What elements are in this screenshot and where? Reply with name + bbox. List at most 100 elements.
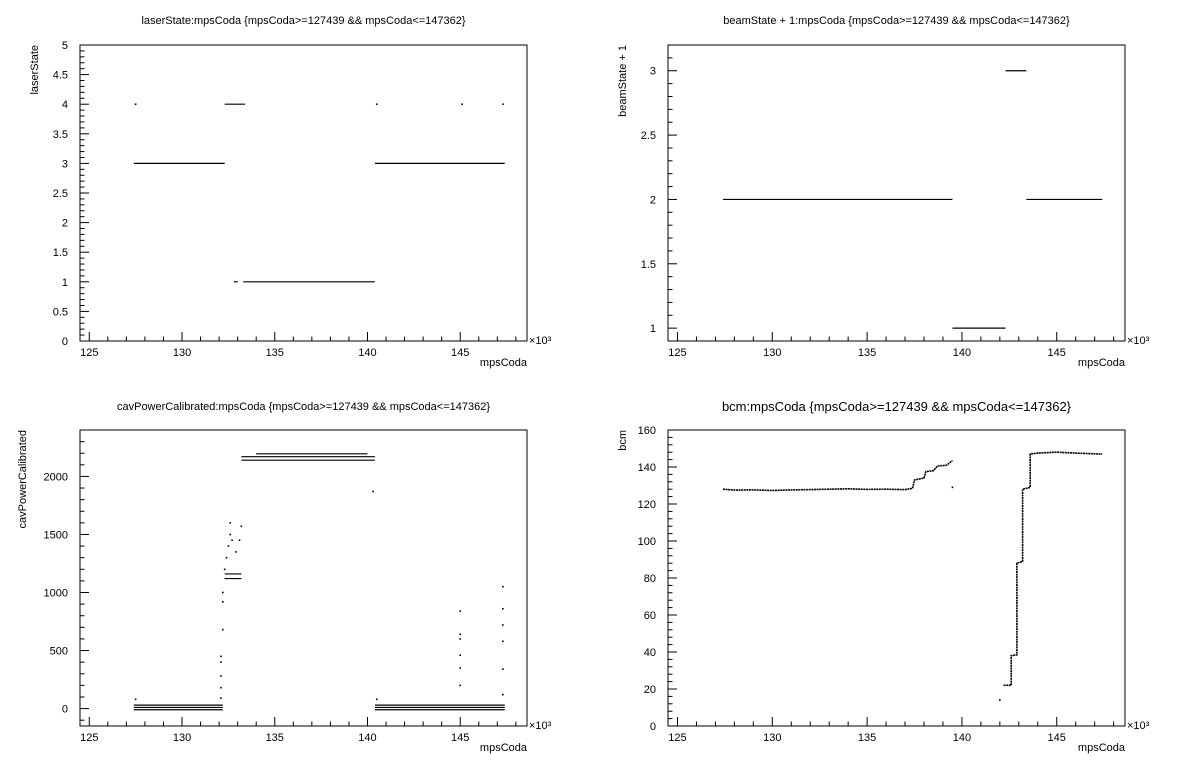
data-point (235, 551, 237, 553)
data-point (134, 103, 137, 105)
y-tick-label: 140 (638, 462, 656, 474)
data-point (231, 539, 233, 542)
data-point (229, 533, 232, 536)
x-tick-label: 130 (173, 732, 191, 744)
x-tick-label: 125 (668, 347, 686, 359)
y-tick-label: 0 (62, 336, 68, 348)
data-point (134, 698, 137, 701)
data-point (222, 591, 224, 594)
data-point (502, 585, 504, 588)
data-point (372, 490, 374, 493)
y-tick-label: 2 (650, 194, 656, 206)
x-axis-label: mpsCoda (480, 742, 528, 754)
data-point (220, 697, 222, 699)
plot-frame (79, 429, 528, 727)
y-tick-label: 80 (644, 573, 656, 585)
data-point (502, 640, 504, 643)
y-tick-label: 1.5 (641, 259, 656, 271)
x-multiplier-label: ×10³ (1127, 720, 1150, 732)
data-point (461, 103, 463, 105)
data-point (220, 655, 222, 658)
x-tick-label: 130 (763, 732, 781, 744)
x-tick-label: 130 (763, 347, 781, 359)
x-tick-label: 140 (358, 732, 376, 744)
data-point (223, 568, 226, 571)
y-tick-label: 1.5 (53, 247, 68, 259)
x-tick-label: 140 (953, 347, 971, 359)
data-trace (1003, 451, 1103, 687)
data-point (999, 699, 1001, 701)
chart-title: cavPowerCalibrated:mpsCoda {mpsCoda>=127… (117, 401, 490, 413)
chart-panel-4: bcm:mpsCoda {mpsCoda>=127439 && mpsCoda<… (617, 399, 1150, 754)
y-tick-label: 5 (62, 40, 68, 52)
y-tick-label: 2.5 (53, 188, 68, 200)
y-tick-label: 2000 (44, 471, 68, 483)
y-axis-label: bcm (617, 430, 629, 451)
data-point (459, 610, 462, 612)
data-point (951, 486, 954, 489)
chart-title: laserState:mpsCoda {mpsCoda>=127439 && m… (141, 15, 465, 27)
x-axis-label: mpsCoda (1078, 742, 1126, 754)
y-tick-label: 4.5 (53, 70, 68, 82)
x-tick-label: 125 (668, 732, 686, 744)
y-tick-label: 40 (644, 647, 656, 659)
x-multiplier-label: ×10³ (529, 720, 552, 732)
x-tick-label: 125 (80, 732, 98, 744)
x-tick-label: 125 (80, 347, 98, 359)
y-tick-label: 120 (638, 499, 656, 511)
chart-panel-2: beamState + 1:mpsCoda {mpsCoda>=127439 &… (617, 15, 1150, 369)
data-point (229, 522, 232, 524)
x-tick-label: 135 (858, 347, 876, 359)
data-point (227, 545, 230, 547)
y-tick-label: 4 (62, 99, 68, 111)
y-tick-label: 3 (62, 158, 68, 170)
y-tick-label: 60 (644, 610, 656, 622)
x-tick-label: 135 (266, 347, 284, 359)
x-multiplier-label: ×10³ (1127, 335, 1150, 347)
x-tick-label: 130 (173, 347, 191, 359)
x-tick-label: 145 (451, 732, 469, 744)
x-tick-label: 140 (953, 732, 971, 744)
chart-panel-1: laserState:mpsCoda {mpsCoda>=127439 && m… (29, 15, 552, 369)
data-point (459, 667, 462, 669)
data-point (502, 693, 504, 696)
data-point (225, 556, 228, 559)
data-point (220, 661, 222, 663)
x-tick-label: 135 (266, 732, 284, 744)
y-tick-label: 0 (62, 704, 68, 716)
data-point (375, 103, 378, 105)
y-axis-label: laserState (29, 45, 41, 95)
data-point (222, 628, 224, 631)
chart-title: beamState + 1:mpsCoda {mpsCoda>=127439 &… (723, 15, 1070, 27)
data-point (222, 600, 224, 603)
data-point (459, 654, 462, 656)
data-point (375, 698, 378, 701)
y-axis-label: cavPowerCalibrated (17, 430, 29, 528)
x-tick-label: 135 (858, 732, 876, 744)
data-point (240, 525, 243, 528)
data-point (220, 686, 222, 689)
data-trace (722, 459, 953, 492)
y-tick-label: 2.5 (641, 130, 656, 142)
data-point (502, 668, 504, 670)
plot-frame (79, 44, 528, 342)
y-axis-label: beamState + 1 (617, 45, 629, 117)
y-tick-label: 500 (50, 646, 68, 658)
y-tick-label: 1 (62, 277, 68, 289)
y-tick-label: 20 (644, 684, 656, 696)
plot-frame (667, 44, 1126, 342)
y-tick-label: 0.5 (53, 306, 68, 318)
data-point (459, 684, 462, 687)
y-tick-label: 2 (62, 218, 68, 230)
data-point (459, 638, 462, 640)
data-point (502, 607, 504, 610)
y-tick-label: 3.5 (53, 129, 68, 141)
y-tick-label: 160 (638, 425, 656, 437)
y-tick-label: 100 (638, 536, 656, 548)
y-tick-label: 1500 (44, 529, 68, 541)
x-tick-label: 140 (358, 347, 376, 359)
data-point (502, 103, 504, 105)
data-point (459, 633, 462, 636)
plot-frame (667, 429, 1126, 727)
x-tick-label: 145 (1048, 732, 1066, 744)
